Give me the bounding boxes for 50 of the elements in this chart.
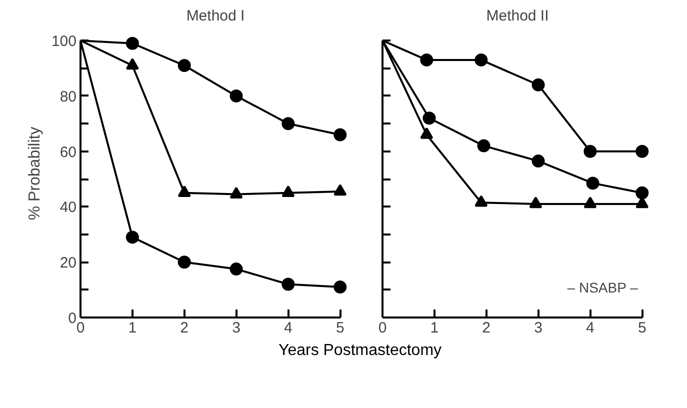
- point: [532, 154, 545, 168]
- point: [334, 128, 347, 142]
- point: [474, 53, 488, 66]
- y-tick-label: 80: [60, 88, 77, 106]
- point: [584, 196, 597, 208]
- x-tick-label: 2: [180, 320, 189, 336]
- y-tick-label: 100: [51, 33, 77, 50]
- point: [584, 144, 597, 158]
- point: [586, 176, 600, 190]
- x-tick-label: 3: [232, 320, 240, 336]
- x-tick-label: 1: [128, 320, 137, 336]
- x-tick-label: 3: [534, 320, 542, 336]
- x-tick-label: 0: [378, 320, 387, 336]
- point: [282, 186, 295, 198]
- point: [126, 230, 139, 244]
- point: [420, 127, 434, 139]
- x-tick-label: 5: [336, 320, 344, 336]
- point: [420, 53, 434, 66]
- point: [334, 184, 347, 196]
- point: [126, 36, 139, 50]
- point: [532, 78, 545, 92]
- annotation: – NSABP –: [567, 280, 638, 296]
- point: [334, 280, 347, 294]
- point: [282, 278, 295, 291]
- point: [230, 186, 243, 198]
- point: [422, 112, 436, 125]
- point: [477, 139, 490, 152]
- point: [230, 262, 243, 276]
- y-tick-label: 40: [60, 199, 77, 216]
- point: [282, 117, 295, 130]
- y-axis-title: % Probability: [26, 126, 44, 220]
- point: [126, 58, 139, 70]
- x-tick-label: 2: [482, 320, 491, 336]
- x-tick-label: 5: [638, 320, 646, 336]
- x-tick-label: 4: [284, 320, 292, 336]
- point: [230, 89, 243, 102]
- point: [474, 195, 488, 207]
- chart-title: Method I: [186, 8, 245, 24]
- x-tick-label: 1: [430, 320, 439, 336]
- chart-title: Method II: [486, 8, 549, 24]
- y-tick-label: 60: [60, 144, 77, 161]
- y-tick-label: 20: [60, 254, 77, 272]
- point: [178, 256, 191, 269]
- point: [529, 196, 542, 208]
- x-tick-label: 4: [586, 320, 594, 336]
- point: [178, 59, 191, 72]
- point: [178, 186, 191, 198]
- x-axis-title: Years Postmastectomy: [278, 341, 442, 361]
- point: [636, 144, 649, 158]
- point: [636, 186, 649, 200]
